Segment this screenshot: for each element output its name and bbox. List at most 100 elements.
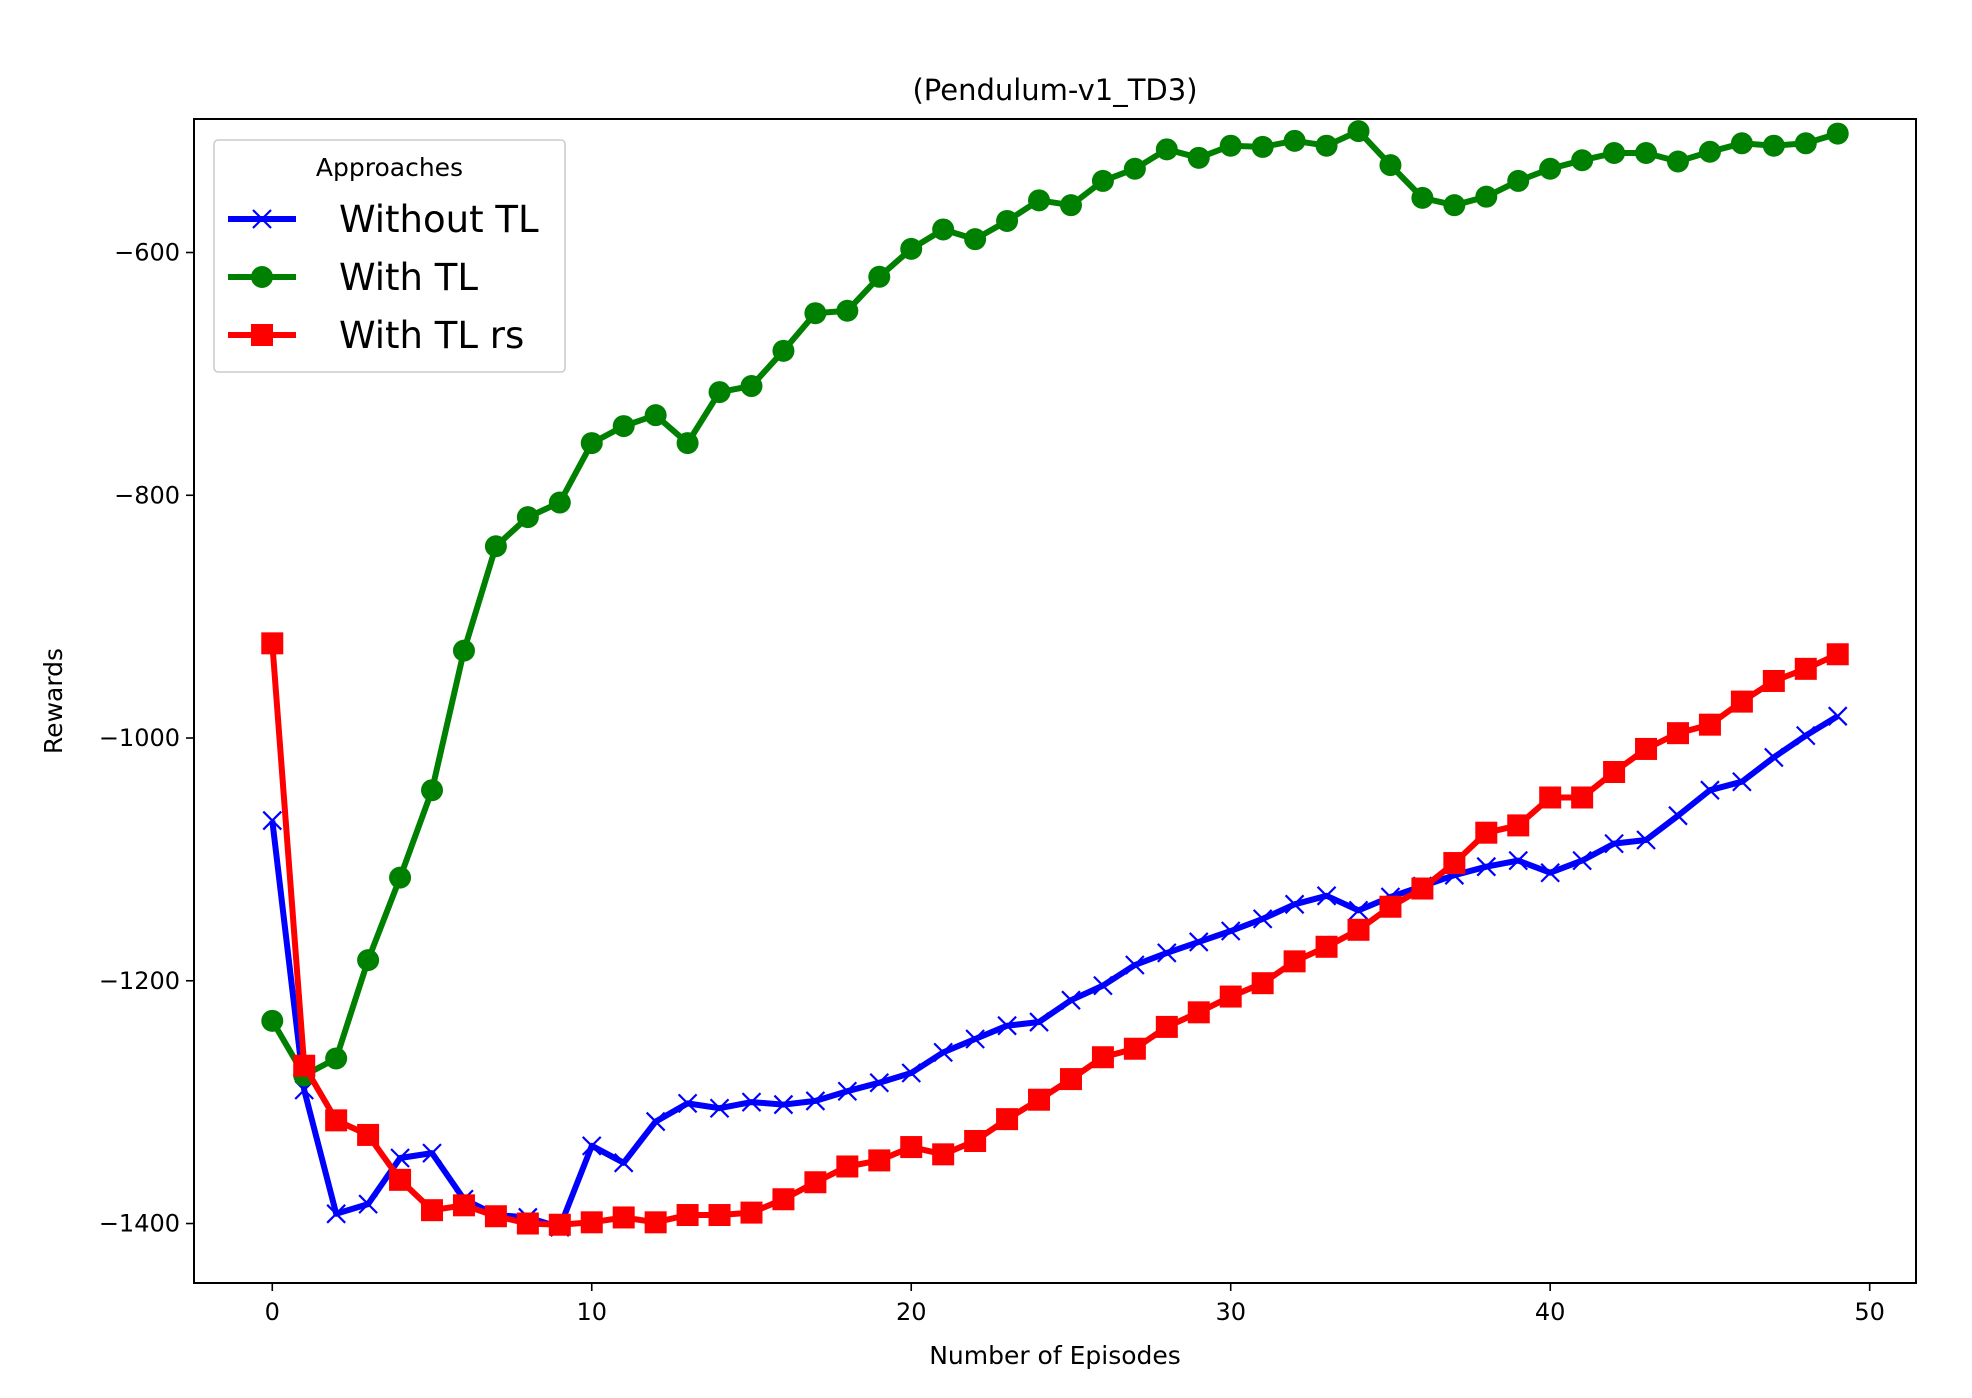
data-point	[932, 1143, 955, 1166]
data-point	[1604, 833, 1624, 854]
data-point	[1091, 169, 1114, 192]
data-point	[644, 1211, 667, 1234]
data-point	[1252, 909, 1273, 929]
data-point	[804, 1171, 827, 1194]
data-point	[612, 1206, 635, 1229]
data-point	[612, 415, 635, 438]
data-point	[358, 1194, 378, 1214]
data-point	[1091, 1046, 1114, 1069]
data-point	[421, 1199, 444, 1222]
data-point	[1347, 918, 1370, 941]
data-point	[1698, 140, 1721, 163]
data-point	[1123, 157, 1146, 180]
data-point	[964, 1129, 987, 1152]
data-point	[1764, 747, 1784, 768]
data-point	[1732, 771, 1752, 792]
legend-marker	[252, 209, 272, 229]
data-point	[1188, 932, 1209, 952]
data-point	[1187, 1001, 1210, 1024]
data-point	[933, 1042, 953, 1063]
data-point	[1794, 132, 1817, 155]
data-point	[1059, 194, 1082, 217]
data-point	[1029, 1012, 1049, 1032]
data-point	[1155, 1015, 1178, 1038]
data-point	[1730, 690, 1753, 713]
data-point	[805, 1091, 826, 1111]
data-point	[1187, 146, 1210, 169]
data-point	[261, 632, 284, 655]
plot-area-frame	[193, 118, 1917, 1284]
legend-entry: With TL rs	[228, 314, 524, 357]
data-point	[1443, 194, 1466, 217]
data-point	[1762, 134, 1785, 157]
data-point	[484, 535, 507, 558]
data-point	[1443, 852, 1466, 875]
legend-entry: Without TL	[228, 198, 539, 241]
y-tick-label: −600	[114, 239, 180, 267]
data-point	[773, 1094, 794, 1115]
data-point	[1061, 990, 1081, 1010]
data-point	[708, 381, 731, 404]
data-point	[389, 1168, 412, 1191]
data-point	[1251, 972, 1274, 995]
data-point	[326, 1204, 346, 1224]
data-point	[325, 1047, 348, 1070]
data-point	[1348, 900, 1369, 921]
data-point	[1827, 706, 1848, 726]
data-point	[421, 779, 444, 802]
data-point	[1762, 669, 1785, 692]
data-point	[868, 1149, 891, 1172]
data-point	[1666, 722, 1689, 745]
x-tick-label: 30	[1215, 1298, 1246, 1326]
data-point	[1572, 850, 1592, 871]
data-point	[1666, 150, 1689, 173]
data-point	[645, 1111, 666, 1132]
data-point	[262, 810, 283, 831]
data-point	[964, 228, 987, 251]
data-point	[613, 1153, 634, 1173]
chart-title: (Pendulum-v1_TD3)	[912, 73, 1197, 107]
data-point	[580, 432, 603, 455]
data-point	[1219, 134, 1242, 157]
data-point	[389, 866, 412, 889]
data-point	[325, 1109, 348, 1132]
data-point	[869, 1072, 890, 1093]
legend-label: With TL rs	[339, 314, 524, 357]
data-point	[452, 1194, 475, 1217]
data-point	[868, 265, 891, 288]
y-tick-label: −1200	[99, 967, 180, 995]
data-point	[1028, 189, 1051, 212]
data-point	[1379, 895, 1402, 918]
data-point	[1539, 157, 1562, 180]
data-point	[837, 1081, 858, 1102]
data-point	[1316, 886, 1337, 906]
data-point	[548, 491, 571, 514]
data-point	[1028, 1088, 1051, 1111]
series-with-tl	[261, 120, 1849, 1087]
x-tick-label: 0	[265, 1298, 280, 1326]
data-point	[996, 1108, 1019, 1131]
y-axis-label: Rewards	[39, 648, 68, 754]
x-tick-label: 10	[576, 1298, 607, 1326]
data-point	[1826, 643, 1849, 666]
data-point	[901, 1063, 922, 1083]
data-point	[1125, 955, 1145, 975]
data-point	[1603, 761, 1626, 784]
data-point	[1219, 985, 1242, 1008]
data-point	[804, 302, 827, 325]
legend-box	[213, 139, 566, 373]
data-point	[357, 949, 380, 972]
legend-title: Approaches	[316, 153, 463, 182]
legend-label: With TL	[339, 256, 478, 299]
data-point	[997, 1015, 1017, 1036]
legend-marker	[251, 266, 273, 288]
x-tick-label: 20	[896, 1298, 927, 1326]
legend-marker	[251, 324, 273, 346]
data-point	[1539, 786, 1562, 809]
y-tick-label: −800	[114, 481, 180, 509]
data-point	[1283, 950, 1306, 973]
data-point	[1379, 154, 1402, 177]
data-point	[932, 218, 955, 241]
data-point	[1635, 141, 1658, 164]
